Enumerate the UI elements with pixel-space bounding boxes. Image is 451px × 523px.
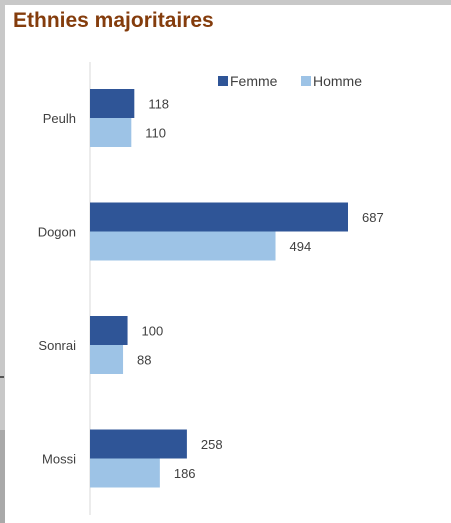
chart-panel	[6, 5, 449, 523]
legend-label-homme: Homme	[313, 73, 362, 89]
category-label-mossi: Mossi	[42, 452, 76, 467]
chart-legend: Femme Homme	[218, 73, 362, 89]
category-label-peulh: Peulh	[43, 111, 76, 126]
left-frame-border	[0, 5, 5, 523]
data-label-femme-peulh: 118	[148, 97, 169, 112]
bar-femme-mossi	[90, 429, 187, 459]
bar-homme-sonrai	[90, 345, 124, 374]
data-label-homme-sonrai: 88	[137, 353, 151, 368]
bar-femme-sonrai	[90, 316, 128, 345]
data-label-homme-peulh: 110	[145, 126, 166, 141]
bar-femme-peulh	[90, 89, 135, 118]
bar-homme-peulh	[90, 118, 132, 147]
data-label-femme-sonrai: 100	[142, 324, 164, 339]
category-label-sonrai: Sonrai	[38, 338, 76, 353]
legend-label-femme: Femme	[230, 73, 278, 89]
plot-area: Peulh 118 110 Dogon 687 494 Sonrai 100 88 Mossi 25…	[38, 62, 384, 515]
left-frame-shade	[0, 430, 5, 523]
bar-homme-dogon	[90, 231, 276, 261]
bar-femme-dogon	[90, 202, 348, 232]
data-label-homme-mossi: 186	[174, 466, 196, 481]
bar-homme-mossi	[90, 458, 160, 488]
data-label-homme-dogon: 494	[290, 239, 312, 254]
top-frame-border	[0, 0, 451, 5]
category-label-dogon: Dogon	[38, 225, 76, 240]
frame-marker	[0, 376, 4, 378]
data-label-femme-mossi: 258	[201, 437, 223, 452]
data-label-femme-dogon: 687	[362, 210, 384, 225]
legend-swatch-homme	[301, 76, 311, 86]
legend-swatch-femme	[218, 76, 228, 86]
chart-title: Ethnies majoritaires	[13, 9, 214, 32]
